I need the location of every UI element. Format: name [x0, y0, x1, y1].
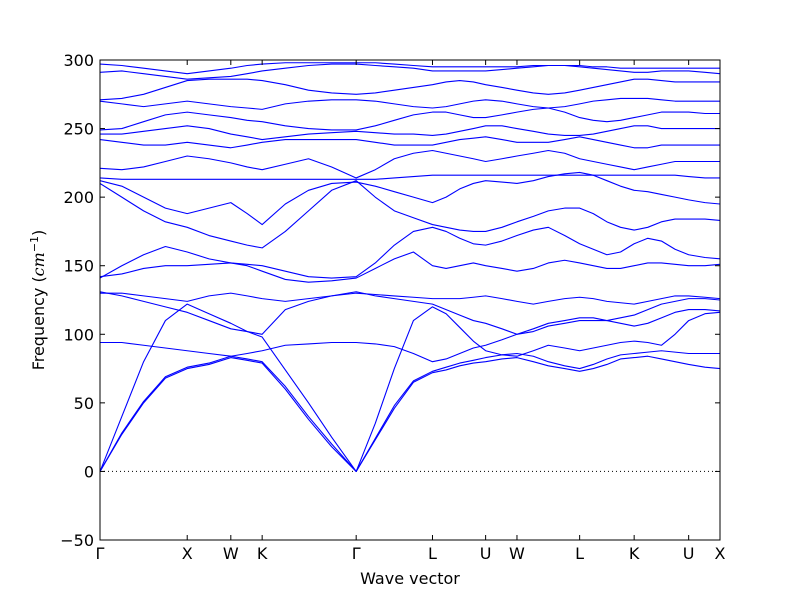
y-tick-label: −50: [60, 531, 94, 550]
plot-frame: [99, 59, 721, 541]
x-tick-label: U: [683, 544, 695, 563]
y-axis-label-text: Frequency (: [29, 276, 48, 370]
x-tick-label: L: [428, 544, 437, 563]
band-line-1: [100, 355, 720, 472]
y-tick-label: 0: [84, 462, 94, 481]
x-tick-label: Γ: [96, 544, 105, 563]
y-tick-label: 150: [63, 257, 94, 276]
band-line-3: [100, 303, 720, 472]
x-axis-label: Wave vector: [360, 569, 460, 588]
x-tick-label: K: [629, 544, 640, 563]
y-tick-label: 50: [74, 394, 94, 413]
y-tick-label: 300: [63, 51, 94, 70]
x-tick-label: X: [182, 544, 193, 563]
band-series-group: [100, 62, 720, 472]
band-line-5: [100, 291, 720, 335]
x-tick-label: Γ: [352, 544, 361, 563]
band-line-10: [100, 171, 720, 226]
band-line-9: [100, 180, 720, 249]
band-line-15: [100, 107, 720, 131]
y-axis-label: Frequency (cm−1): [28, 230, 48, 371]
band-line-2: [100, 350, 720, 472]
band-line-7: [100, 245, 720, 283]
band-line-19: [100, 62, 720, 75]
x-tick-label: U: [480, 544, 492, 563]
band-line-13: [100, 136, 720, 149]
band-line-12: [100, 149, 720, 179]
band-line-14: [100, 125, 720, 141]
band-line-11: [100, 174, 720, 180]
band-line-8: [100, 226, 720, 279]
y-axis: −50 0 50 100 150 200 250 300: [60, 51, 720, 550]
x-tick-label: L: [575, 544, 584, 563]
band-line-6: [100, 292, 720, 305]
band-line-4: [100, 309, 720, 363]
y-tick-label: 200: [63, 188, 94, 207]
band-line-16: [100, 97, 720, 110]
y-axis-label-close: ): [29, 230, 48, 236]
x-tick-label: X: [715, 544, 726, 563]
y-axis-label-exponent: −1: [28, 236, 41, 252]
y-tick-label: 100: [63, 325, 94, 344]
band-line-17: [100, 78, 720, 101]
x-tick-label: W: [223, 544, 239, 563]
y-axis-label-unit: cm: [29, 252, 48, 276]
y-tick-label: 250: [63, 120, 94, 139]
x-tick-label: K: [257, 544, 268, 563]
band-line-18: [100, 63, 720, 80]
x-tick-label: W: [509, 544, 525, 563]
